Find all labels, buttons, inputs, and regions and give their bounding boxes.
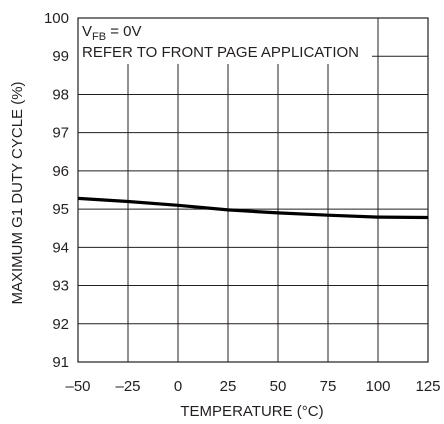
x-tick-label: –50 [65, 378, 90, 395]
x-tick-label: 50 [270, 378, 287, 395]
x-tick-label: 25 [220, 378, 237, 395]
y-tick-label: 98 [52, 86, 69, 103]
x-axis-label: TEMPERATURE (°C) [180, 403, 323, 420]
y-tick-label: 93 [52, 278, 69, 295]
y-axis-label: MAXIMUM G1 DUTY CYCLE (%) [9, 81, 26, 304]
y-tick-label: 95 [52, 201, 69, 218]
y-tick-label: 97 [52, 125, 69, 142]
condition-main: V [82, 23, 92, 40]
tick-labels: –50 –25 0 25 50 75 100 125 91 92 93 94 95 96 97 98 99 100 [44, 10, 441, 395]
y-tick-label: 91 [52, 354, 69, 371]
y-tick-label: 92 [52, 316, 69, 333]
data-layer [77, 20, 429, 220]
annotation-background [80, 20, 372, 64]
y-tick-label: 100 [44, 10, 69, 27]
y-tick-label: 99 [52, 48, 69, 65]
x-tick-label: 0 [174, 378, 182, 395]
x-tick-label: 100 [365, 378, 390, 395]
grid [77, 17, 429, 363]
plot-frame [77, 17, 429, 363]
y-tick-label: 96 [52, 163, 69, 180]
x-tick-label: 125 [415, 378, 440, 395]
condition-annotation: VFB = 0V [82, 23, 142, 43]
x-tick-label: 75 [320, 378, 337, 395]
condition-subscript: FB [92, 31, 106, 43]
x-tick-label: –25 [115, 378, 140, 395]
condition-rest: = 0V [106, 23, 141, 40]
note-annotation: REFER TO FRONT PAGE APPLICATION [82, 44, 359, 61]
y-tick-label: 94 [52, 239, 69, 256]
series-line [77, 196, 429, 220]
